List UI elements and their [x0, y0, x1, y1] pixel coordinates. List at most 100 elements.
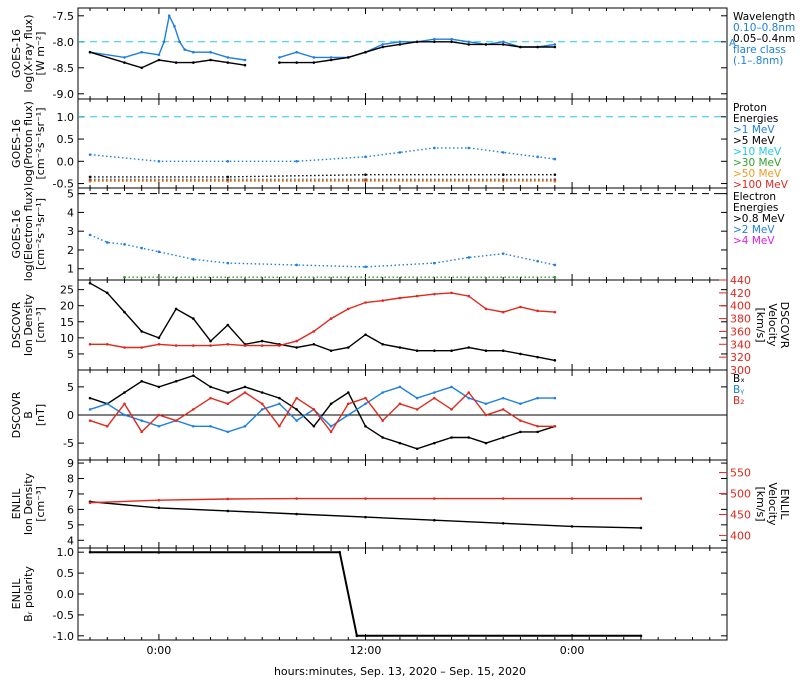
data-point: [450, 349, 453, 353]
data-point: [123, 56, 126, 59]
data-point: [364, 424, 367, 428]
y-tick-label: 2: [67, 244, 74, 257]
panel-5: 987654550500450400ENLILVelocity[km/s]ENL…: [10, 457, 791, 549]
data-point: [140, 330, 143, 333]
legend-entry: >0.8 MeV: [733, 213, 785, 225]
data-point: [123, 275, 126, 279]
panel-frame: [77, 459, 728, 549]
panel-frame: [77, 279, 728, 371]
data-point: [381, 391, 385, 394]
data-point: [553, 178, 557, 182]
data-point: [467, 436, 471, 439]
data-point: [364, 301, 367, 304]
data-point: [174, 307, 178, 311]
y-tick-label: 5: [67, 519, 74, 532]
data-point: [381, 436, 385, 439]
data-point: [415, 447, 419, 451]
data-point: [381, 45, 385, 49]
data-point: [484, 402, 488, 406]
series-line--1-mev: [90, 147, 555, 162]
series-line-bx: [89, 374, 556, 450]
data-point: [157, 160, 161, 163]
data-point: [467, 40, 471, 44]
y-tick-label: -0.5: [53, 178, 74, 191]
data-point: [467, 256, 471, 259]
data-point: [243, 63, 247, 67]
data-point: [105, 291, 109, 295]
data-point: [364, 173, 367, 176]
right-y-tick-label: 340: [730, 338, 751, 351]
right-y-tick-label: 440: [730, 274, 751, 287]
data-point: [192, 317, 195, 320]
legend-entry: 0.10–0.8nm: [733, 22, 795, 34]
data-point: [295, 263, 298, 267]
data-point: [570, 497, 574, 500]
data-point: [88, 408, 92, 411]
data-point: [123, 391, 126, 394]
legend-entry: Energies: [733, 113, 778, 125]
data-point: [226, 509, 230, 513]
y-axis-label-line: Ion Density: [22, 293, 35, 356]
panel-6: 1.0 0.5 0.0 -0.5 -1.0 ENLILBᵣ polarity: [10, 546, 728, 643]
data-point: [501, 396, 505, 400]
y-axis-label-line: log(Electron flux): [22, 187, 35, 281]
data-point: [450, 40, 453, 44]
data-point: [519, 352, 522, 356]
data-point: [415, 408, 419, 411]
y-axis-label-line: Bᵣ polarity: [22, 566, 35, 622]
data-point: [536, 424, 539, 428]
data-point: [536, 45, 539, 49]
data-point: [329, 317, 333, 320]
data-point: [519, 419, 522, 422]
data-point: [295, 512, 298, 516]
data-point: [553, 263, 557, 267]
data-point: [226, 323, 230, 327]
y-tick-label: -8.5: [53, 62, 74, 75]
data-point: [157, 342, 161, 346]
legend-entry: Wavelength: [733, 11, 795, 23]
data-point: [295, 50, 298, 54]
panel-3: 252015105440420400380360340320300DSCOVRV…: [10, 274, 791, 377]
series-line-ion-density: [89, 282, 556, 362]
data-point: [226, 175, 230, 179]
data-point: [450, 291, 453, 295]
data-point: [183, 48, 187, 51]
data-point: [192, 424, 195, 428]
y-tick-label: 5: [67, 381, 74, 394]
data-point: [433, 292, 436, 296]
y-axis-label: DSCOVRIon Density[cm⁻³]: [10, 293, 47, 356]
y-tick-label: -0.5: [53, 609, 74, 622]
legend-entry: Bₓ: [733, 373, 745, 385]
legend-entry: >50 MeV: [733, 168, 782, 180]
data-point: [639, 497, 643, 500]
data-point: [278, 402, 281, 406]
data-point: [209, 396, 212, 400]
data-point: [364, 50, 367, 54]
data-point: [243, 424, 247, 428]
legend-entry: 0.05–0.4nm: [733, 33, 795, 45]
right-y-tick-label: 360: [730, 325, 751, 338]
data-point: [364, 402, 367, 406]
data-point: [364, 497, 367, 500]
data-point: [162, 40, 166, 44]
data-point: [364, 155, 367, 159]
series-line-bz: [89, 391, 555, 434]
data-point: [346, 346, 350, 349]
y-axis-label: ENLILIon Density[cm⁻³]: [10, 472, 47, 535]
data-point: [501, 521, 505, 525]
data-point: [157, 506, 161, 510]
legend-entry: >4 MeV: [733, 235, 775, 247]
legend-entry: >2 MeV: [733, 224, 775, 236]
legend-entry: B₂: [733, 395, 744, 407]
data-point: [260, 339, 264, 343]
data-point: [243, 344, 247, 347]
data-point: [312, 424, 316, 428]
data-point: [329, 349, 333, 353]
data-point: [123, 413, 126, 417]
data-point: [553, 157, 557, 161]
y-tick-label: 15: [60, 316, 74, 329]
data-point: [192, 408, 195, 411]
data-point: [88, 342, 92, 346]
data-point: [501, 151, 505, 154]
